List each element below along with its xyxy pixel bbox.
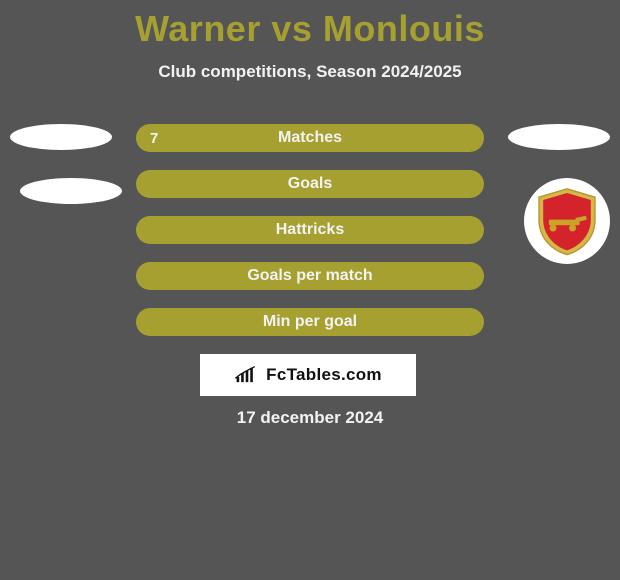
player-badge-right-1 [508, 124, 610, 150]
bar-goals: Goals [136, 170, 484, 198]
page-title: Warner vs Monlouis [0, 8, 620, 50]
date-line: 17 december 2024 [0, 408, 620, 428]
bar-label: Min per goal [136, 308, 484, 336]
bar-chart-icon [234, 365, 260, 385]
bar-label: Goals per match [136, 262, 484, 290]
comparison-infographic: Warner vs Monlouis Club competitions, Se… [0, 0, 620, 580]
stats-bars: 7 Matches Goals Hattricks Goals per matc… [136, 124, 484, 354]
bar-min-per-goal: Min per goal [136, 308, 484, 336]
brand-text: FcTables.com [266, 365, 382, 385]
bar-matches: 7 Matches [136, 124, 484, 152]
subtitle: Club competitions, Season 2024/2025 [0, 62, 620, 82]
bar-label: Hattricks [136, 216, 484, 244]
brand-box: FcTables.com [200, 354, 416, 396]
club-badge-right [524, 178, 610, 264]
bar-label: Goals [136, 170, 484, 198]
bar-goals-per-match: Goals per match [136, 262, 484, 290]
player-badge-left-2 [20, 178, 122, 204]
bar-hattricks: Hattricks [136, 216, 484, 244]
shield-icon [532, 186, 602, 256]
bar-label: Matches [136, 124, 484, 152]
player-badge-left-1 [10, 124, 112, 150]
